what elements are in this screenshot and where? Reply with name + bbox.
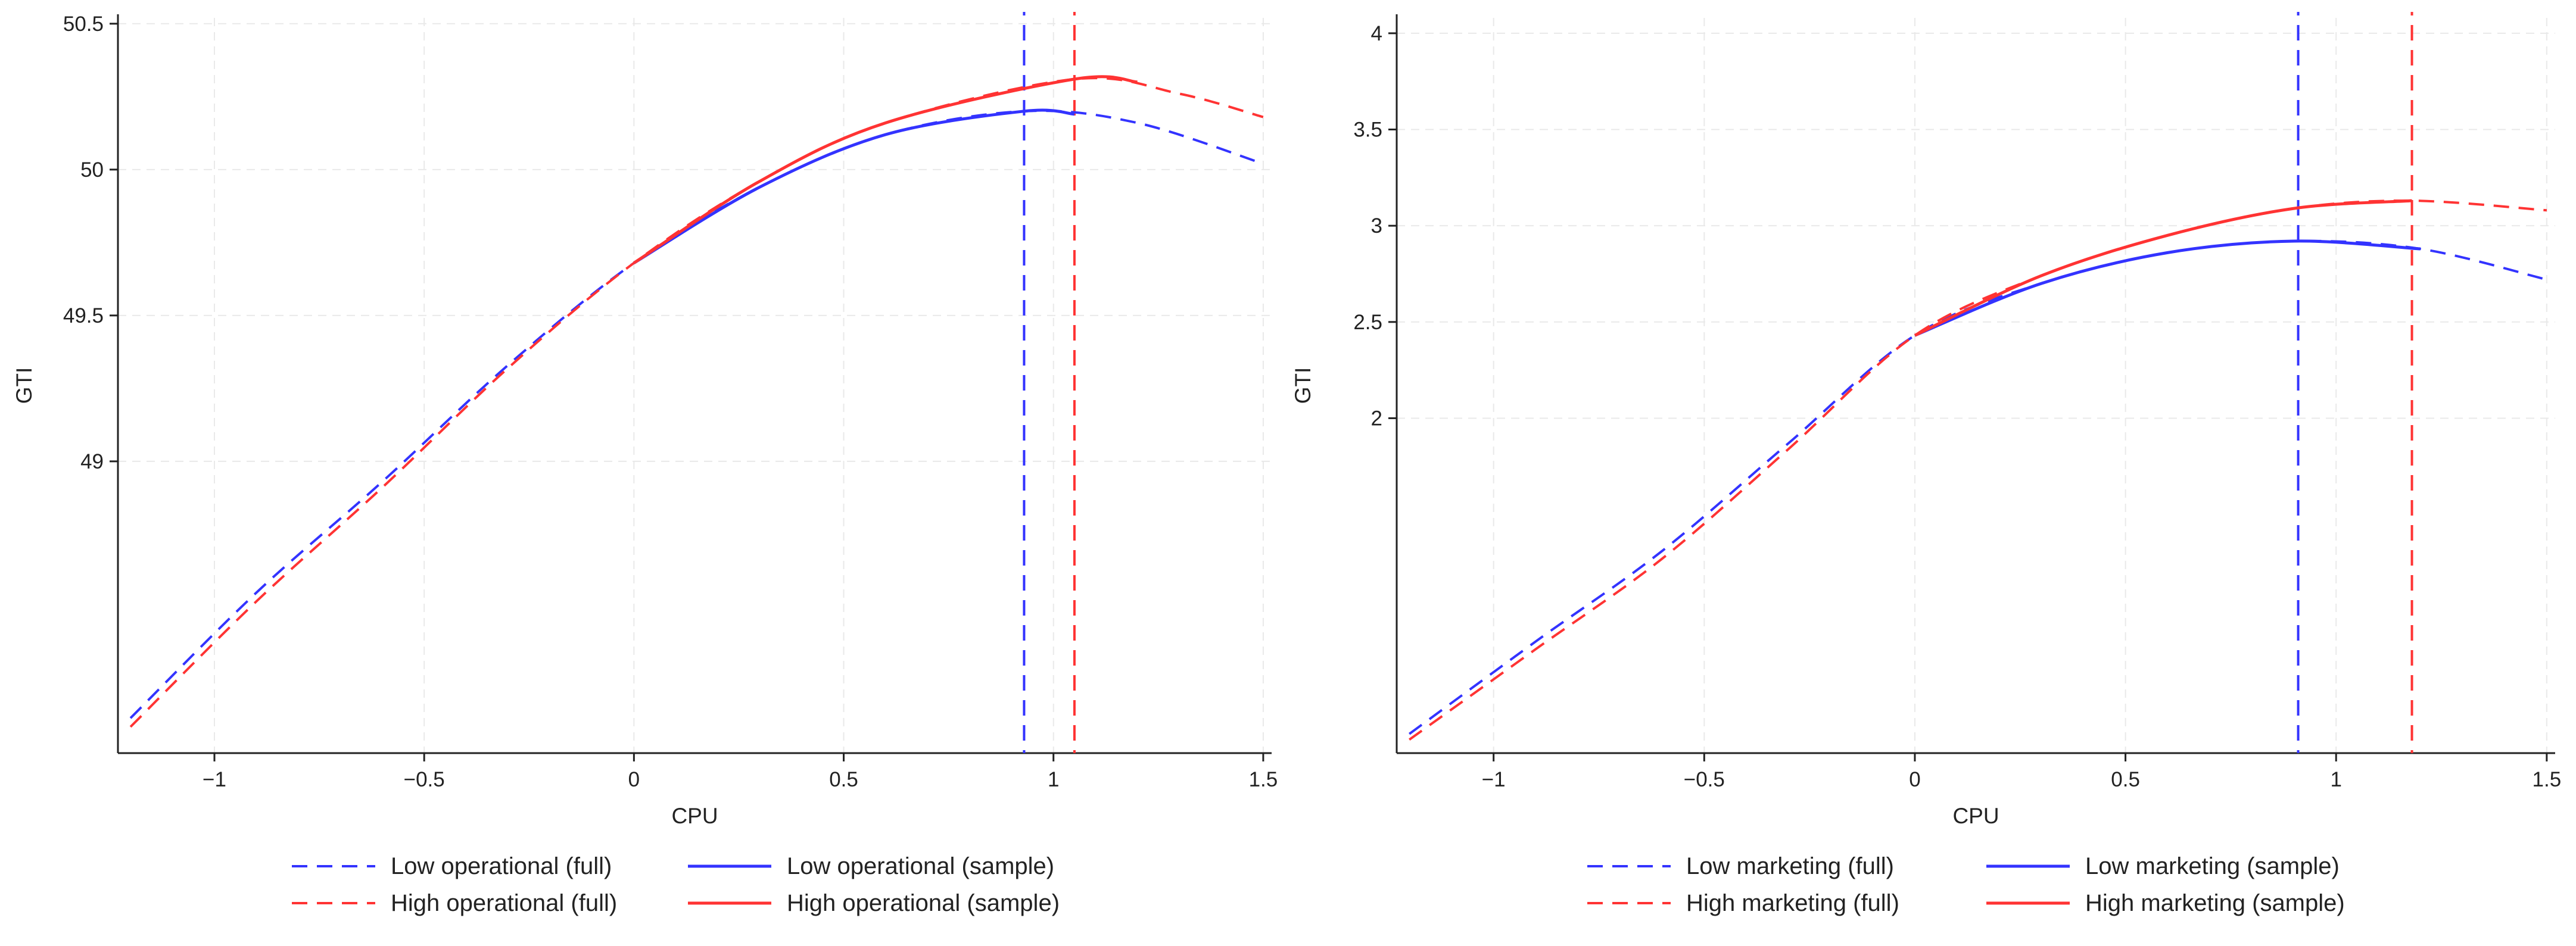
legend-label: Low operational (full): [391, 853, 612, 879]
x-tick-label: −1: [203, 768, 226, 791]
legend-label: High operational (sample): [787, 890, 1060, 916]
y-axis-title: GTI: [1291, 367, 1315, 404]
x-tick-label: −0.5: [1684, 768, 1725, 791]
chart-panel-operational: −1 −0.5 0 0.5 1 1.5 49 49.5 50 50.5 CPU GTI Low oper…: [12, 12, 1278, 916]
series-line-high-operational-sample: [633, 75, 1138, 264]
x-axis-title: CPU: [671, 804, 718, 828]
y-tick-label: 2: [1371, 407, 1382, 430]
x-tick-label: 0.5: [829, 768, 858, 791]
y-tick-label: 3.5: [1353, 118, 1382, 142]
series-line-low-operational-full: [129, 110, 1264, 719]
y-tick-label: 49.5: [63, 304, 104, 327]
series-line-high-marketing-full: [1409, 199, 2547, 741]
legend-label: Low marketing (sample): [2085, 853, 2340, 879]
x-axis-title: CPU: [1952, 804, 1999, 828]
x-tick-label: 0.5: [2111, 768, 2140, 791]
x-tick-label: 0: [1909, 768, 1920, 791]
x-tick-label: 1.5: [1249, 768, 1278, 791]
series-line-low-operational-sample: [633, 108, 1075, 264]
series-line-high-operational-full: [129, 77, 1264, 728]
y-tick-label: 3: [1371, 214, 1382, 238]
x-tick-label: −0.5: [404, 768, 445, 791]
y-tick-label: 50.5: [63, 13, 104, 36]
legend: Low marketing (full) Low marketing (sampl…: [1587, 853, 2345, 916]
y-tick-label: 49: [80, 450, 104, 473]
x-tick-label: 1: [1048, 768, 1059, 791]
plot-area: [1409, 12, 2547, 753]
legend-label: Low operational (sample): [787, 853, 1054, 879]
legend: Low operational (full) Low operational (s…: [292, 853, 1060, 916]
legend-label: High operational (full): [391, 890, 617, 916]
y-tick-label: 4: [1371, 22, 1382, 45]
legend-label: Low marketing (full): [1686, 853, 1894, 879]
series-line-low-marketing-full: [1409, 239, 2547, 735]
x-tick-label: 1: [2330, 768, 2341, 791]
series-line-low-marketing-sample: [1914, 239, 2421, 337]
chart-panel-marketing: −1 −0.5 0 0.5 1 1.5 2 2.5 3 3.5 4 CPU GTI Low marketi…: [1291, 12, 2562, 916]
series-line-high-marketing-sample: [1914, 199, 2412, 337]
y-axis-title: GTI: [12, 367, 36, 404]
legend-label: High marketing (sample): [2085, 890, 2345, 916]
x-tick-label: 1.5: [2533, 768, 2562, 791]
plot-area: [129, 12, 1264, 753]
legend-label: High marketing (full): [1686, 890, 1899, 916]
x-tick-label: −1: [1482, 768, 1506, 791]
x-tick-label: 0: [628, 768, 640, 791]
y-tick-label: 2.5: [1353, 311, 1382, 334]
y-tick-label: 50: [80, 158, 104, 182]
